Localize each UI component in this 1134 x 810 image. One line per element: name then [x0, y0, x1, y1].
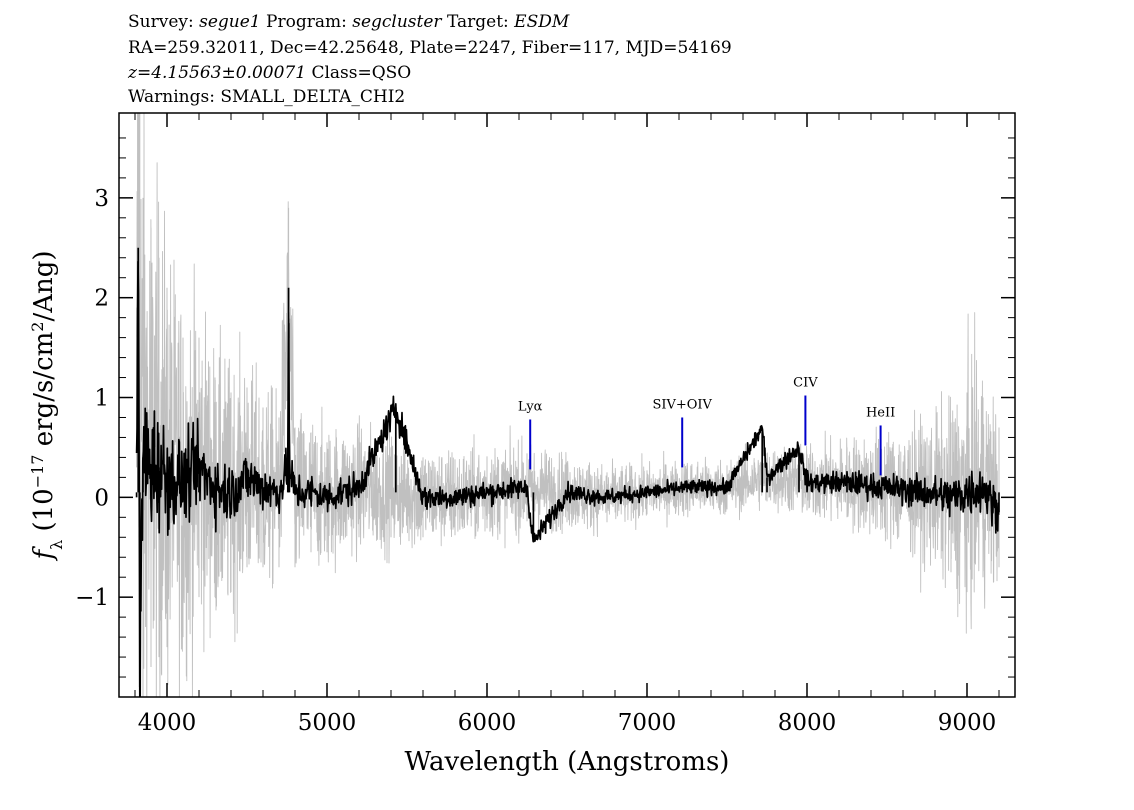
class-value: Class=QSO — [311, 63, 412, 83]
data-layer — [135, 113, 1000, 697]
y-tick-label: 2 — [94, 286, 109, 312]
y-tick-label: 1 — [94, 386, 109, 412]
y-tick-label: 0 — [94, 485, 109, 511]
survey-value: segue1 — [199, 12, 261, 32]
survey-key: Survey: — [128, 12, 194, 32]
redshift-value: z=4.15563±0.00071 — [128, 63, 307, 83]
x-tick-label: 5000 — [298, 710, 357, 736]
header-line-coordinates: RA=259.32011, Dec=42.25648, Plate=2247, … — [128, 38, 732, 58]
target-key: Target: — [446, 12, 509, 32]
line-marker-label: CIV — [793, 376, 818, 391]
y-tick-label: −1 — [75, 585, 109, 611]
x-tick-label: 9000 — [938, 710, 997, 736]
x-tick-label: 4000 — [138, 710, 197, 736]
line-marker-layer: Lyα SIV+OIV CIV HeII — [518, 376, 895, 476]
x-axis-title: Wavelength (Angstroms) — [405, 747, 730, 777]
line-marker-label: HeII — [866, 405, 895, 420]
x-tick-label: 7000 — [618, 710, 677, 736]
x-tick-label: 6000 — [458, 710, 517, 736]
header-line-warnings: Warnings: SMALL_DELTA_CHI2 — [128, 87, 406, 107]
program-value: segcluster — [352, 12, 442, 32]
header-line-redshift: z=4.15563±0.00071 Class=QSO — [128, 63, 411, 83]
line-marker-label: Lyα — [518, 399, 543, 414]
plot-frame — [118, 112, 1016, 698]
y-axis-title: fλ (10−17 erg/s/cm2/Ang) — [28, 250, 66, 561]
line-marker-label: SIV+OIV — [652, 397, 712, 412]
x-tick-label: 8000 — [778, 710, 837, 736]
flux-spectrum-series — [135, 260, 1000, 697]
y-tick-label: 3 — [94, 186, 109, 212]
tick-layer: 4000 5000 6000 7000 8000 9000 −1 0 1 2 3 — [75, 113, 1015, 736]
header-line-survey: Survey: segue1 Program: segcluster Targe… — [128, 12, 569, 32]
target-value: ESDM — [514, 12, 570, 32]
program-key: Program: — [266, 12, 347, 32]
